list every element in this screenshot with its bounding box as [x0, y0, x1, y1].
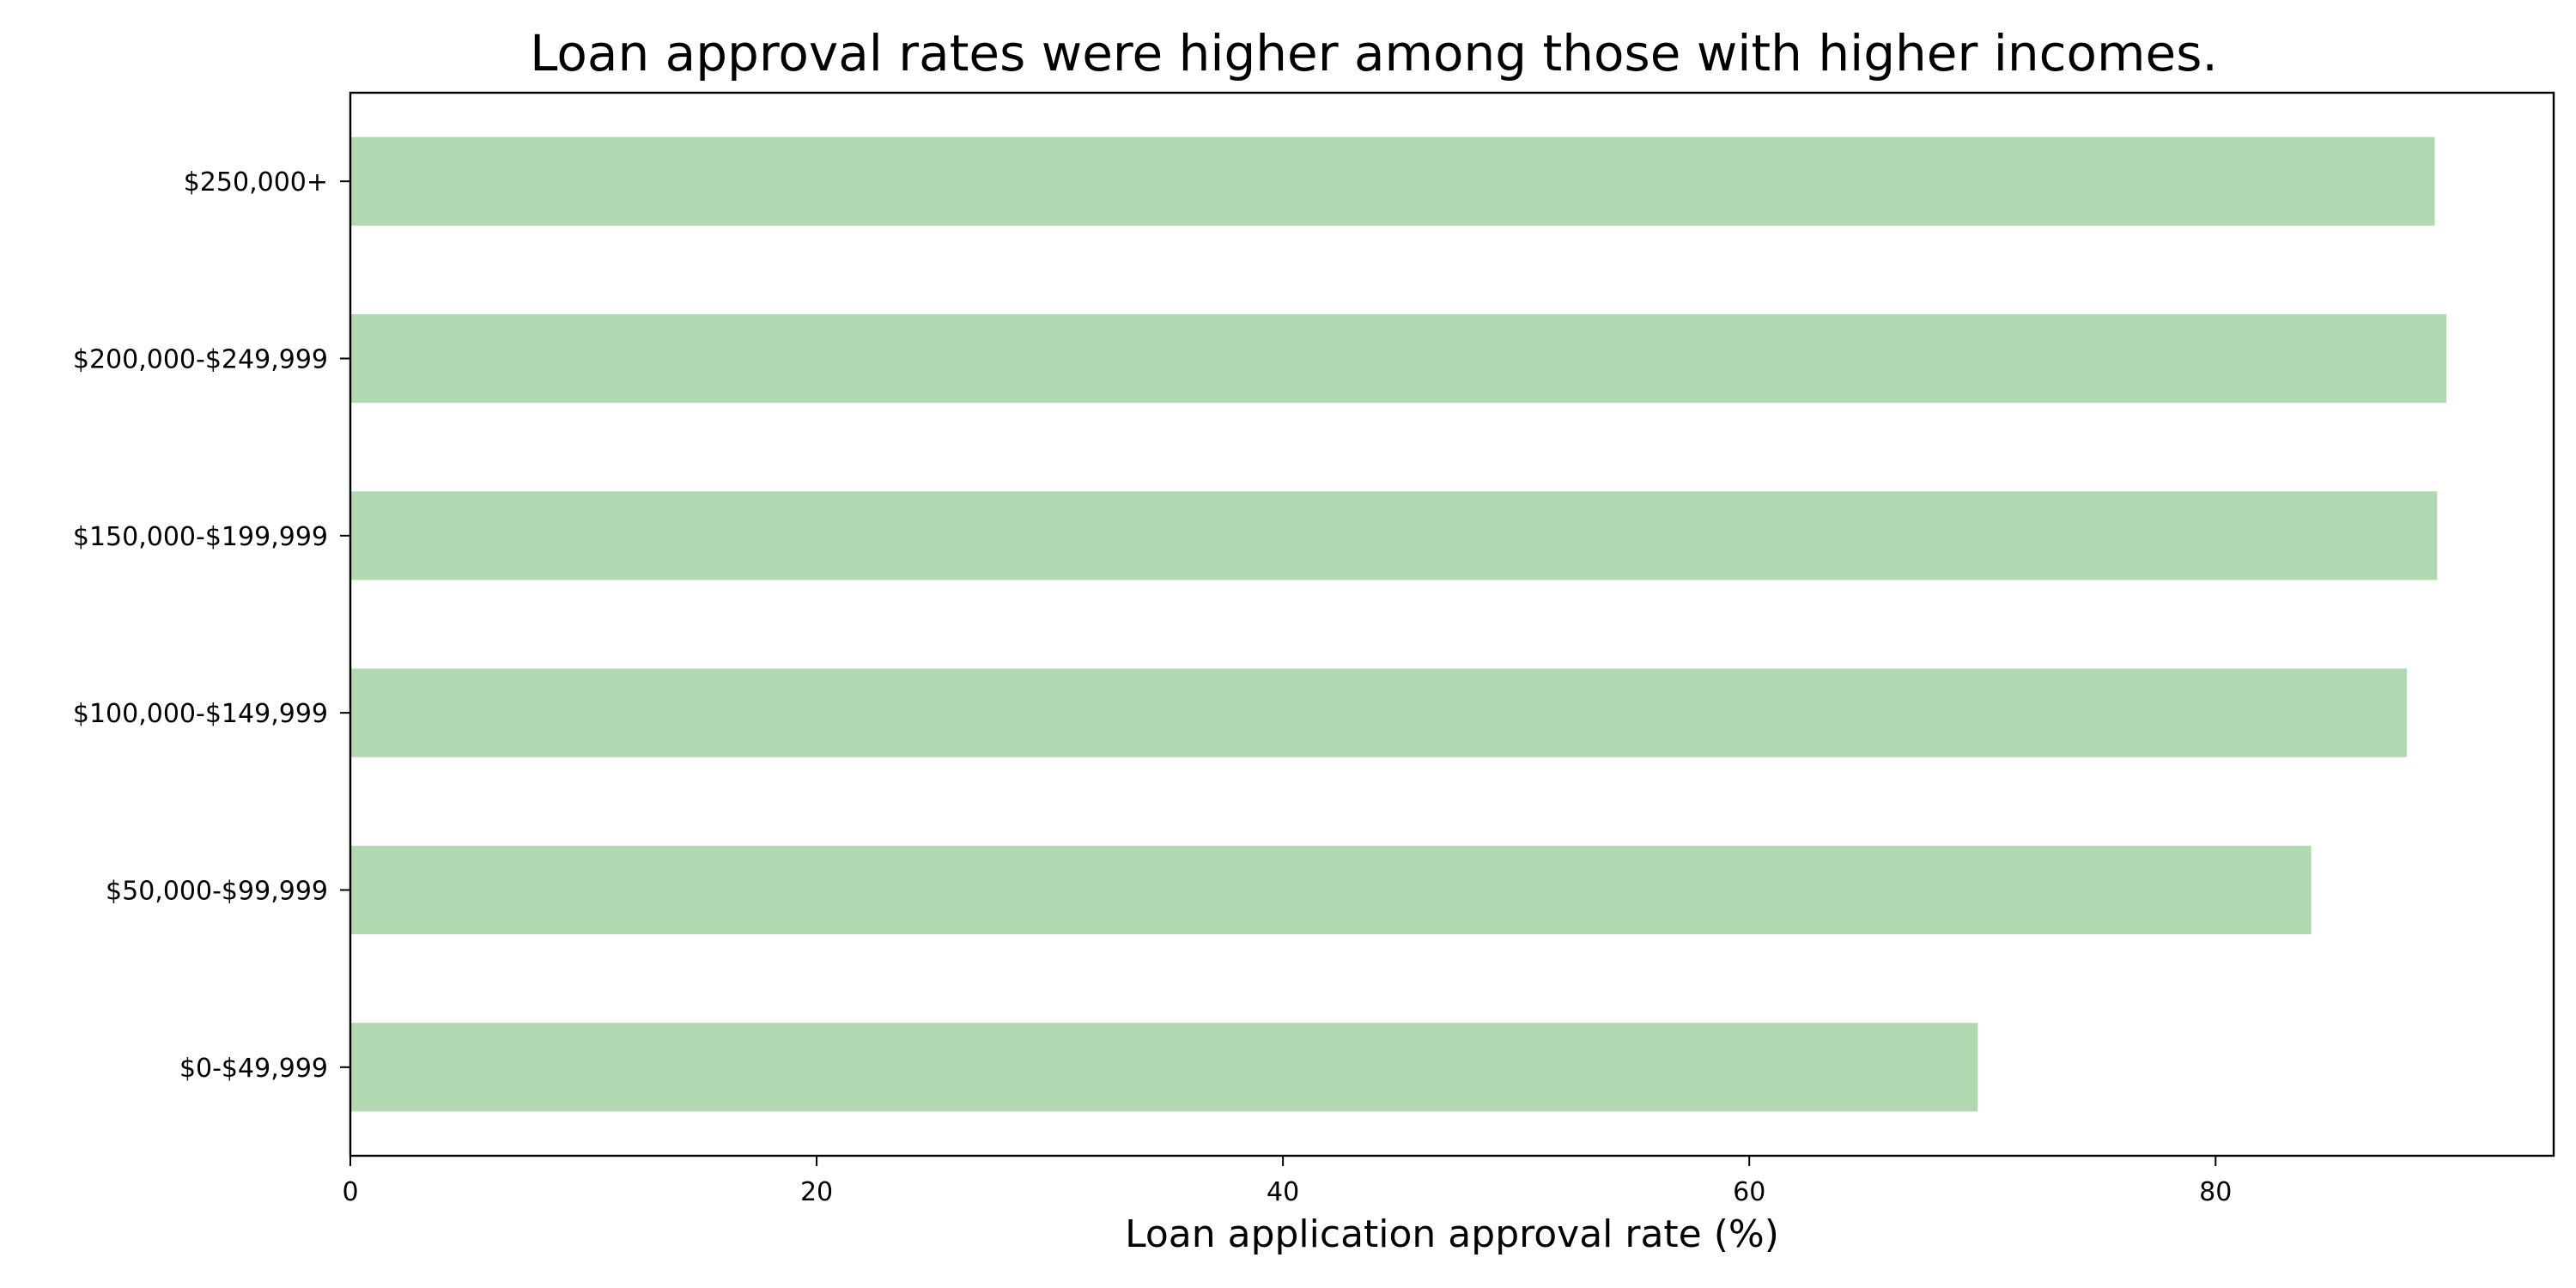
bar-50-000-99-999: [350, 845, 2312, 935]
y-tick-label: $200,000-$249,999: [73, 345, 328, 375]
x-axis-label: Loan application approval rate (%): [1125, 1212, 1779, 1256]
x-axis-ticks: 0 20 40 60 80: [342, 1156, 2232, 1207]
y-tick-label: $50,000-$99,999: [106, 877, 328, 907]
y-tick-label: $250,000+: [184, 167, 328, 197]
x-tick-label: 80: [2199, 1177, 2232, 1207]
x-tick-label: 40: [1267, 1177, 1299, 1207]
x-tick-label: 60: [1733, 1177, 1765, 1207]
plot-frame: [349, 91, 2555, 1157]
y-tick-label: $150,000-$199,999: [73, 522, 328, 552]
bars-group: [350, 137, 2447, 1112]
y-tick-label: $100,000-$149,999: [73, 699, 328, 729]
x-tick-label: 0: [342, 1177, 358, 1207]
bar-250-000: [350, 137, 2435, 226]
x-tick-label: 20: [800, 1177, 833, 1207]
bar-150-000-199-999: [350, 491, 2438, 580]
bar-0-49-999: [350, 1023, 1978, 1112]
bar-200-000-249-999: [350, 313, 2447, 404]
y-tick-label: $0-$49,999: [179, 1054, 328, 1084]
bar-100-000-149-999: [350, 668, 2407, 757]
y-axis-ticks: $0-$49,999 $50,000-$99,999 $100,000-$149,9…: [73, 167, 350, 1084]
chart-title: Loan approval rates were higher among th…: [530, 24, 2218, 82]
